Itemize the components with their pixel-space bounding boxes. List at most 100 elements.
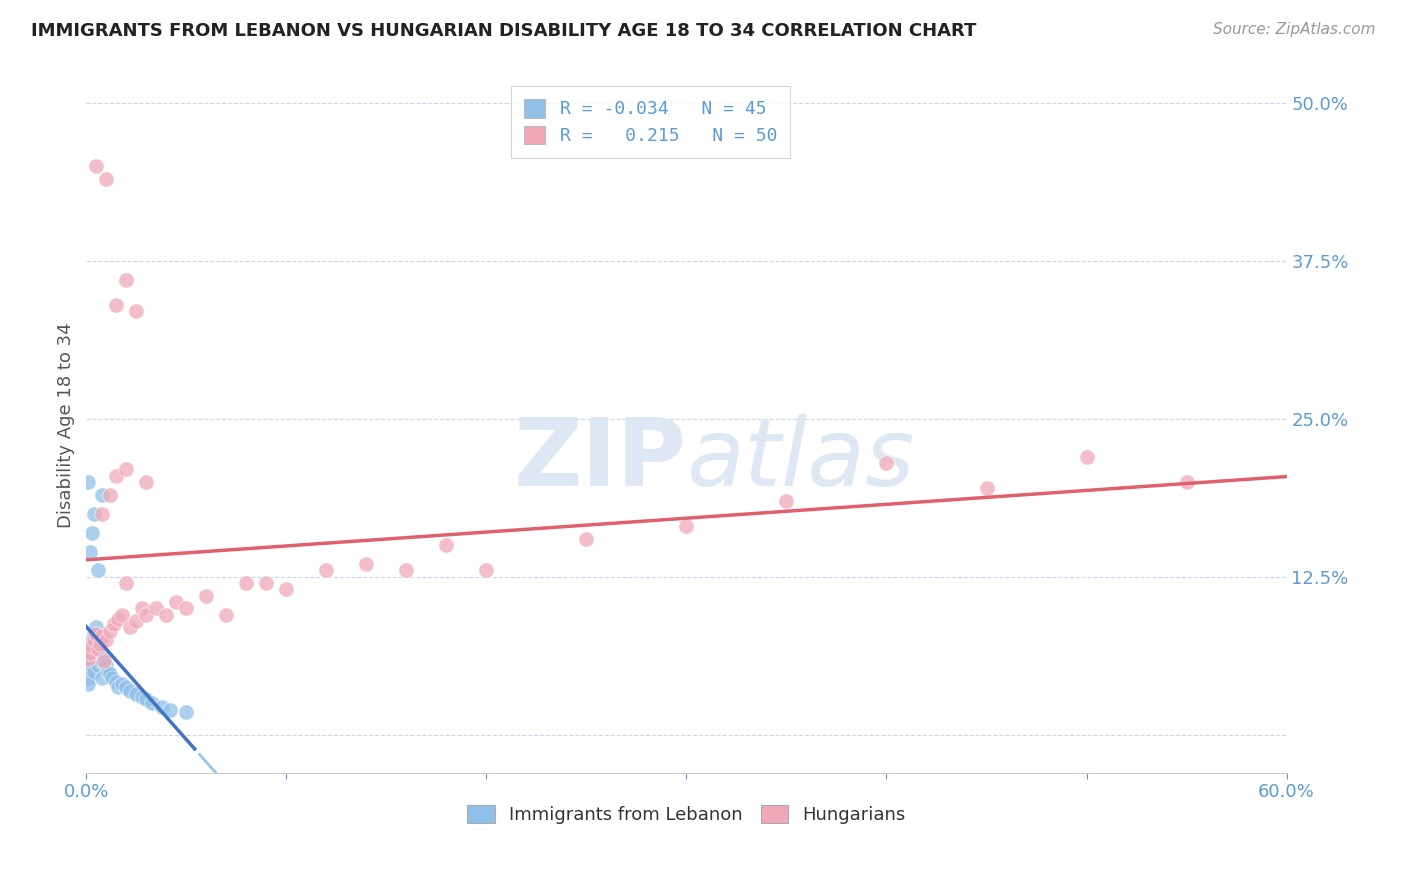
Point (77, 652, 100, 666)
Point (77, 677, 100, 691)
Point (77, 665, 100, 679)
Point (125, 687, 148, 701)
Point (83, 632, 105, 647)
Point (97, 665, 120, 679)
Point (77, 475, 100, 489)
Point (91, 488, 114, 502)
Point (84, 637, 107, 651)
Point (79, 544, 101, 558)
Point (84, 626, 107, 640)
Point (82, 632, 104, 647)
Point (82, 525, 104, 540)
Point (356, 557, 378, 571)
Point (131, 601, 153, 615)
Point (195, 589, 218, 603)
Point (98, 667, 121, 681)
Point (976, 481, 998, 495)
Point (475, 564, 498, 578)
Point (77, 658, 100, 673)
Point (135, 475, 157, 489)
Point (79, 646, 101, 660)
Point (135, 692, 157, 706)
Point (93, 655, 115, 669)
Point (77, 652, 100, 666)
Point (395, 564, 418, 578)
Point (120, 683, 142, 698)
Point (135, 607, 157, 622)
Point (77, 671, 100, 685)
Point (91, 629, 114, 643)
Point (165, 595, 187, 609)
Point (276, 582, 298, 597)
Point (145, 601, 167, 615)
Point (105, 468, 128, 483)
Point (87, 641, 110, 656)
Legend: Immigrants from Lebanon, Hungarians: Immigrants from Lebanon, Hungarians (458, 796, 914, 833)
Point (876, 456, 898, 470)
Point (141, 696, 163, 710)
Point (91, 507, 114, 521)
Point (1076, 450, 1098, 464)
Point (150, 700, 173, 714)
Point (775, 494, 797, 508)
Point (155, 607, 177, 622)
Point (315, 564, 337, 578)
Text: ZIP: ZIP (513, 414, 686, 506)
Text: Source: ZipAtlas.com: Source: ZipAtlas.com (1212, 22, 1375, 37)
Point (84, 652, 107, 666)
Point (105, 674, 128, 689)
Point (235, 576, 257, 591)
Point (575, 532, 598, 546)
Point (89, 646, 111, 660)
Point (111, 607, 134, 622)
Point (91, 671, 114, 685)
Point (105, 298, 128, 312)
Point (93, 652, 115, 666)
Point (254, 576, 277, 591)
Point (103, 616, 125, 631)
Point (87, 658, 110, 673)
Point (82, 641, 104, 656)
Text: atlas: atlas (686, 415, 915, 506)
Point (83, 626, 105, 640)
Point (91, 655, 114, 669)
Point (176, 705, 198, 719)
Text: IMMIGRANTS FROM LEBANON VS HUNGARIAN DISABILITY AGE 18 TO 34 CORRELATION CHART: IMMIGRANTS FROM LEBANON VS HUNGARIAN DIS… (31, 22, 976, 40)
Point (98, 488, 121, 502)
Point (96, 171, 118, 186)
Point (82, 655, 104, 669)
Point (115, 680, 138, 694)
Point (120, 620, 142, 634)
Point (87, 564, 110, 578)
Point (98, 624, 121, 639)
Point (111, 677, 134, 691)
Point (131, 690, 153, 704)
Point (87, 641, 110, 656)
Point (79, 658, 101, 673)
Point (96, 632, 118, 647)
Point (101, 671, 124, 685)
Point (107, 680, 129, 694)
Point (125, 304, 148, 318)
Point (115, 273, 138, 287)
Point (675, 519, 697, 533)
Point (176, 601, 198, 615)
Point (434, 538, 457, 552)
Point (1175, 475, 1198, 489)
Point (125, 614, 148, 628)
Point (115, 462, 138, 476)
Y-axis label: Disability Age 18 to 34: Disability Age 18 to 34 (58, 322, 75, 528)
Point (79, 640, 101, 654)
Point (79, 652, 101, 666)
Point (83, 507, 105, 521)
Point (79, 646, 101, 660)
Point (115, 576, 138, 591)
Point (215, 607, 238, 622)
Point (159, 702, 181, 716)
Point (84, 159, 107, 173)
Point (96, 658, 118, 673)
Point (84, 620, 107, 634)
Point (83, 665, 105, 679)
Point (107, 611, 129, 625)
Point (89, 637, 111, 651)
